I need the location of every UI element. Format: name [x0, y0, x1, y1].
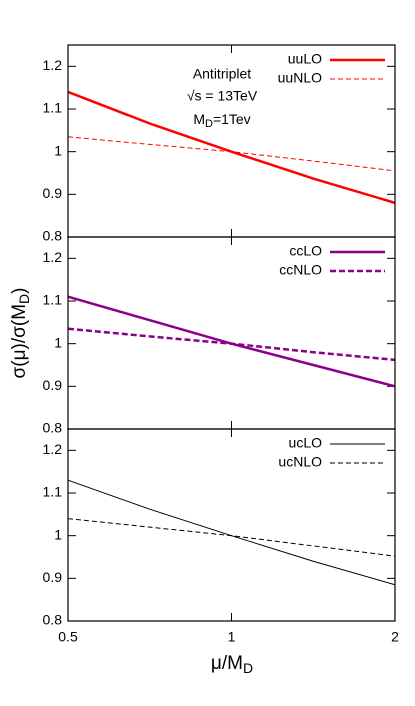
series-line — [67, 90, 396, 205]
y-label-end: ) — [9, 288, 30, 294]
y-label-main: σ(μ)/σ(M — [9, 304, 30, 379]
series-line — [67, 295, 396, 388]
y-tick-label: 1.2 — [43, 249, 63, 265]
legend-label: uuNLO — [278, 70, 322, 86]
y-tick-label: 1.2 — [43, 57, 63, 73]
x-label-sub: D — [243, 660, 253, 676]
annotation-line: √s = 13TeV — [187, 88, 258, 104]
x-tick-label: 2 — [391, 629, 399, 645]
series-line — [67, 518, 396, 557]
legend-label: ucNLO — [278, 454, 322, 470]
legend-label: ccLO — [289, 243, 322, 259]
y-tick-label: 0.9 — [43, 377, 63, 393]
x-axis-label: μ/MD — [211, 653, 253, 676]
y-axis-label: σ(μ)/σ(MD) — [9, 288, 32, 379]
legend-label: ucLO — [289, 435, 323, 451]
legend-label: ccNLO — [279, 262, 322, 278]
y-tick-label: 1.1 — [43, 292, 63, 308]
annotation-sub: D — [205, 118, 213, 130]
x-tick-label: 1 — [228, 629, 236, 645]
y-tick-label: 1.2 — [43, 441, 63, 457]
annotation: MD=1Tev — [193, 111, 250, 130]
x-tick-label: 0.5 — [58, 629, 78, 645]
y-tick-label: 1.1 — [43, 100, 63, 116]
y-tick-label: 0.9 — [43, 569, 63, 585]
series-line — [67, 327, 396, 362]
y-label-sub: D — [16, 294, 32, 304]
y-tick-label: 1 — [54, 142, 62, 158]
legend-label: uuLO — [288, 51, 322, 67]
annotation-m: M — [193, 111, 205, 127]
plot-frame — [67, 428, 396, 622]
y-tick-label: 0.8 — [43, 612, 63, 628]
series-line — [67, 479, 396, 586]
y-tick-label: 0.8 — [43, 228, 63, 244]
annotation-rest: =1Tev — [213, 111, 251, 127]
y-tick-label: 1 — [54, 526, 62, 542]
y-tick-label: 0.9 — [43, 185, 63, 201]
annotation-line: Antitriplet — [193, 66, 251, 82]
y-tick-label: 0.8 — [43, 420, 63, 436]
x-label-main: μ/M — [211, 653, 243, 674]
series-line — [67, 136, 396, 172]
y-tick-label: 1 — [54, 334, 62, 350]
y-tick-label: 1.1 — [43, 484, 63, 500]
